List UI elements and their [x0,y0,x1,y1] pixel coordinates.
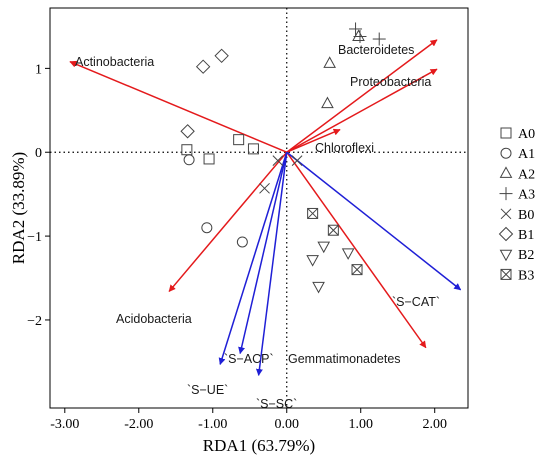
data-point-a1 [183,154,195,166]
data-point-b2 [312,281,325,294]
vector-arrow [69,60,288,153]
legend-item-b0: B0 [500,208,534,223]
y-tick-label: −1 [27,230,42,245]
vector-arrow [286,151,462,291]
sample-points [180,22,386,294]
y-tick-label: 1 [35,62,42,77]
legend-item-b1: B1 [498,226,534,243]
vector-arrow [218,152,288,366]
vector-label: `S−UE` [187,383,228,397]
vector-arrow [286,151,427,349]
data-point-a3 [353,30,367,44]
x-tick-label: -2.00 [124,417,153,432]
data-point-b0 [272,155,284,166]
data-point-a3 [349,22,363,36]
legend-marker [499,249,513,262]
data-point-b2 [306,255,319,267]
legend-item-b2: B2 [499,248,534,263]
y-tick-label: −2 [27,314,42,329]
vector-arrow [286,128,341,153]
vector-label: Proteobacteria [350,75,431,89]
legend-marker [499,187,513,201]
vector-labels: Actinobacteria Bacteroidetes Proteobacteri… [75,43,440,411]
reference-lines [50,8,468,408]
y-tick-label: 0 [35,146,42,161]
legend-label: A0 [518,127,535,142]
x-tick-label: 1.00 [348,417,373,432]
vector-label: `S−SC` [256,397,297,411]
vector-label: `S−CAT` [392,295,440,309]
legend-marker [500,268,512,280]
data-point-b0 [291,155,303,166]
data-point-b3 [327,224,339,236]
vector-arrow [286,39,438,153]
data-point-b1 [180,124,195,139]
legend-label: A2 [518,167,535,182]
data-point-a3 [372,32,386,46]
data-point-b3 [307,207,319,219]
vector-label: Bacteroidetes [338,43,414,57]
legend-marker [500,127,512,139]
x-tick-label: 2.00 [422,417,447,432]
vector-arrow [238,152,288,355]
x-tick-label: 0.00 [274,417,299,432]
legend-item-a1: A1 [500,147,535,162]
data-point-b0 [259,182,270,194]
vector-label: Chloroflexi [315,141,374,155]
legend-item-b3: B3 [500,268,534,283]
legend-label: B1 [518,228,534,243]
legend-marker [500,147,512,159]
data-point-b3 [351,264,363,276]
data-point-b1 [214,48,229,64]
data-point-a2 [321,96,334,109]
x-tick-label: -3.00 [50,417,79,432]
data-point-a2 [323,56,336,68]
legend-marker [499,166,513,178]
data-point-a0 [233,134,245,146]
legend-label: B2 [518,248,534,263]
x-axis: -3.00 -2.00 -1.00 0.00 1.00 2.00 [50,408,447,432]
legend-label: B0 [518,208,534,223]
data-point-a0 [247,143,259,155]
data-point-a1 [236,236,248,248]
legend-marker [498,226,514,242]
vector-label: `S−ACP` [224,352,274,366]
plot-area-frame [49,7,469,409]
data-point-a0 [181,144,193,156]
legend-item-a0: A0 [500,127,535,142]
data-point-b2 [341,248,355,260]
y-axis: −2 −1 0 1 [27,62,50,329]
legend-marker [500,208,512,220]
legend-label: A3 [518,188,535,203]
legend: A0 A1 A2 A3 B0 B1 B2 B3 [498,127,535,283]
vector-label: Actinobacteria [75,55,154,69]
vector-arrow [286,68,438,153]
data-point-a2 [352,29,365,42]
legend-item-a3: A3 [499,187,535,203]
data-point-a1 [201,222,213,234]
data-point-a0 [203,153,215,165]
vector-arrows [69,39,462,376]
x-axis-title: RDA1 (63.79%) [203,436,315,455]
data-point-b1 [195,59,211,74]
y-axis-title: RDA2 (33.89%) [9,152,28,264]
x-tick-label: -1.00 [198,417,227,432]
vector-arrow [168,151,288,292]
vector-arrow [255,152,288,376]
vector-label: Acidobacteria [116,312,192,326]
data-point-b2 [317,241,331,254]
legend-label: B3 [518,268,534,283]
vector-label: Gemmatimonadetes [288,352,401,366]
legend-label: A1 [518,147,535,162]
legend-item-a2: A2 [499,166,535,182]
